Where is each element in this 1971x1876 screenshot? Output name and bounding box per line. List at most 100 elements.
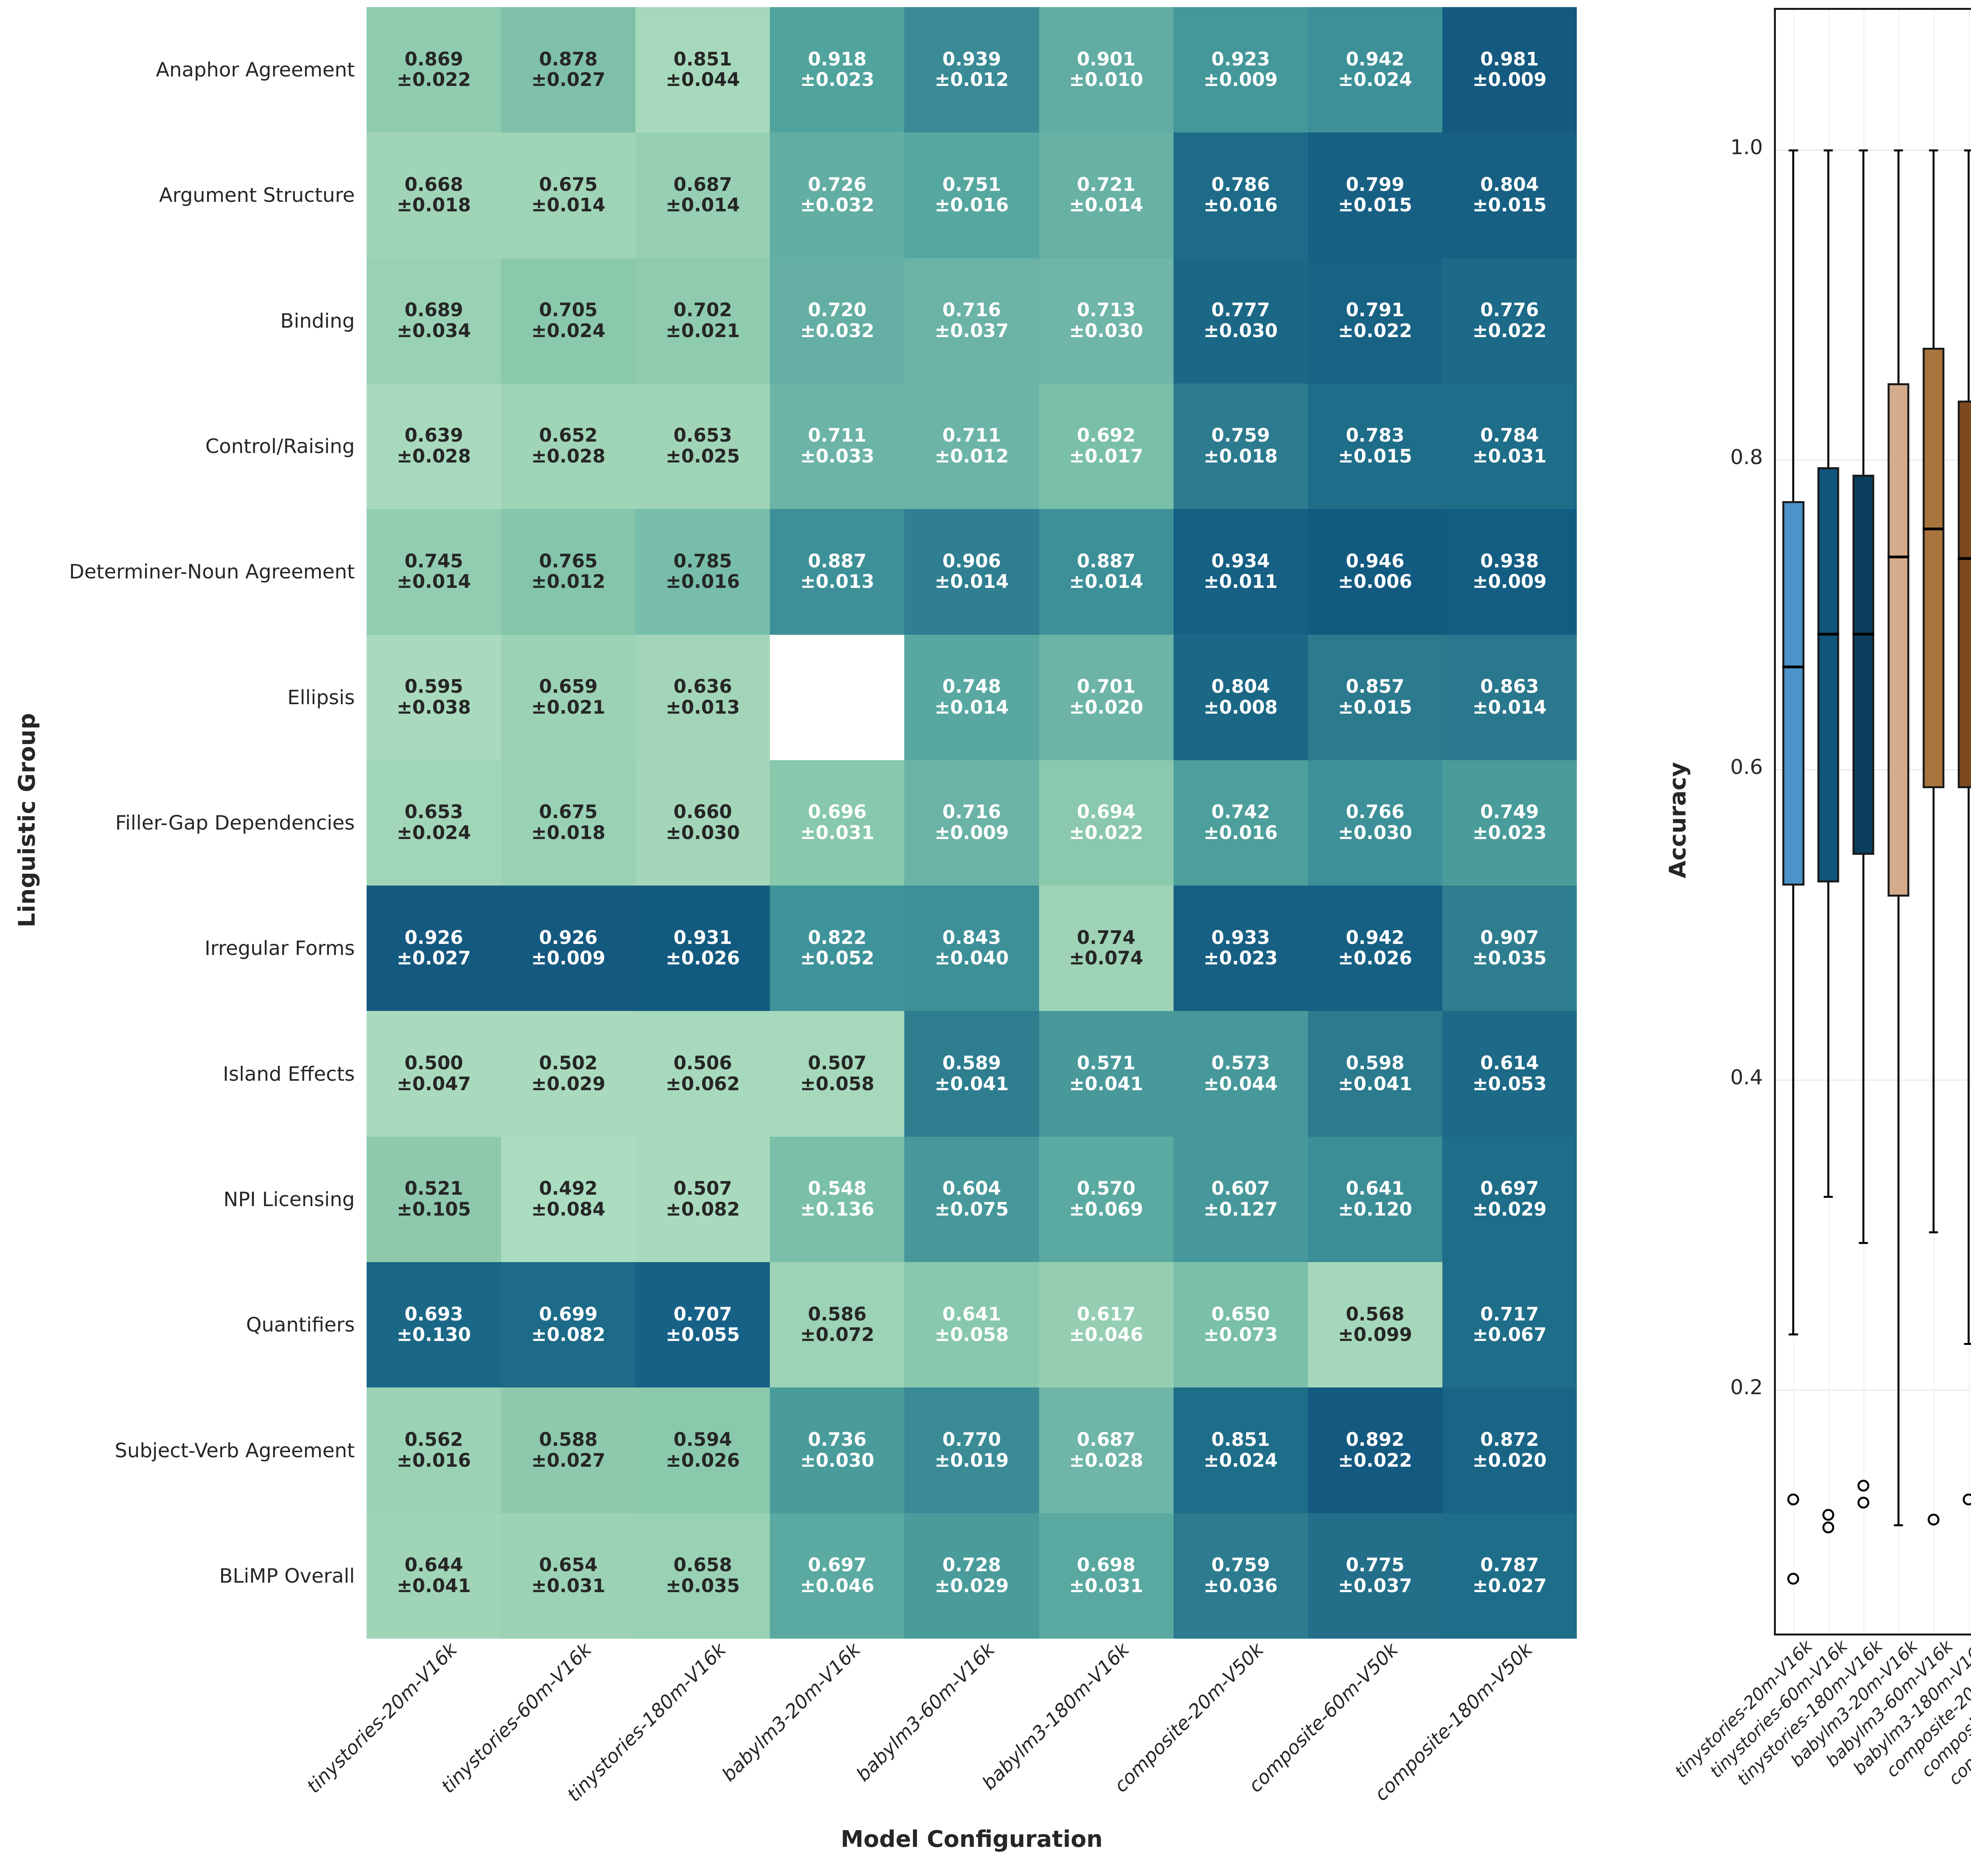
boxplot-box-item[interactable] bbox=[1811, 10, 1846, 1634]
heatmap-cell-value: 0.759 bbox=[1211, 425, 1270, 447]
heatmap-cell-error: ±0.029 bbox=[1472, 1198, 1547, 1220]
heatmap-cell-error: ±0.017 bbox=[1069, 446, 1144, 468]
heatmap-cell-error: ±0.041 bbox=[1069, 1073, 1144, 1095]
heatmap-cell: 0.766 ±0.030 bbox=[1308, 760, 1442, 886]
boxplot-box[interactable] bbox=[1852, 475, 1874, 855]
boxplot-box[interactable] bbox=[1923, 348, 1945, 788]
heatmap-cell: 0.931 ±0.026 bbox=[635, 886, 770, 1011]
heatmap-cell: 0.721 ±0.014 bbox=[1039, 132, 1174, 258]
heatmap-cell-error: ±0.067 bbox=[1472, 1324, 1547, 1346]
heatmap-cell-error: ±0.023 bbox=[1472, 822, 1547, 844]
heatmap-cell-error: ±0.026 bbox=[665, 947, 740, 970]
heatmap-row-label: Control/Raising bbox=[205, 435, 355, 458]
heatmap-cell-error: ±0.009 bbox=[934, 822, 1009, 844]
heatmap-cell-value: 0.694 bbox=[1077, 801, 1136, 823]
heatmap-cell-value: 0.500 bbox=[404, 1052, 463, 1074]
heatmap-cell: 0.502 ±0.029 bbox=[501, 1011, 636, 1137]
heatmap-cell-error: ±0.012 bbox=[531, 571, 605, 593]
boxplot-y-axis-label-text: Accuracy bbox=[1664, 762, 1691, 878]
heatmap-cell-value: 0.774 bbox=[1077, 927, 1136, 949]
heatmap-cell-error: ±0.030 bbox=[665, 822, 740, 844]
heatmap-cell-value: 0.942 bbox=[1345, 927, 1405, 949]
heatmap-cell-error: ±0.010 bbox=[1069, 69, 1144, 91]
heatmap-cell-error: ±0.023 bbox=[1203, 947, 1278, 970]
heatmap-cell: 0.851 ±0.024 bbox=[1173, 1387, 1308, 1513]
heatmap-cell-value: 0.892 bbox=[1345, 1428, 1405, 1451]
heatmap-cell-value: 0.568 bbox=[1345, 1303, 1405, 1325]
heatmap-row-label: Anaphor Agreement bbox=[156, 58, 355, 82]
heatmap-cell-value: 0.660 bbox=[673, 801, 732, 823]
heatmap-cell-value: 0.562 bbox=[404, 1428, 463, 1451]
heatmap-cell-error: ±0.032 bbox=[800, 320, 874, 342]
boxplot-whisker-lower bbox=[1792, 886, 1794, 1334]
heatmap-cell-error: ±0.047 bbox=[397, 1073, 471, 1095]
boxplot-box-item[interactable] bbox=[1916, 10, 1951, 1634]
boxplot-whisker-upper bbox=[1967, 149, 1970, 401]
heatmap-cell: 0.711 ±0.012 bbox=[904, 383, 1039, 509]
heatmap-cell: 0.791 ±0.022 bbox=[1308, 258, 1442, 384]
heatmap-cell-error: ±0.012 bbox=[934, 69, 1009, 91]
heatmap-cell-error: ±0.075 bbox=[934, 1198, 1009, 1220]
heatmap-cell: 0.641 ±0.058 bbox=[904, 1262, 1039, 1388]
heatmap-cell-value: 0.728 bbox=[942, 1554, 1001, 1576]
heatmap-cell-value: 0.942 bbox=[1345, 48, 1405, 70]
heatmap-cell-value: 0.851 bbox=[1211, 1428, 1270, 1451]
heatmap-row-label: Irregular Forms bbox=[204, 937, 355, 960]
boxplot-box-item[interactable] bbox=[1846, 10, 1881, 1634]
heatmap-cell: 0.548 ±0.136 bbox=[770, 1136, 905, 1262]
heatmap-cell: 0.573 ±0.044 bbox=[1173, 1011, 1308, 1137]
heatmap-cell-value: 0.658 bbox=[673, 1554, 732, 1576]
heatmap-cell: 0.693 ±0.130 bbox=[367, 1262, 501, 1388]
heatmap-cell-value: 0.711 bbox=[942, 425, 1001, 447]
boxplot-median-line bbox=[1958, 557, 1971, 560]
heatmap-cell-value: 0.799 bbox=[1345, 173, 1405, 196]
boxplot-box-item[interactable] bbox=[1881, 10, 1916, 1634]
heatmap-cell: 0.586 ±0.072 bbox=[770, 1262, 905, 1388]
heatmap-cell-value: 0.697 bbox=[808, 1554, 867, 1576]
boxplot-outlier-marker bbox=[1857, 1496, 1870, 1509]
heatmap-cell-value: 0.598 bbox=[1345, 1052, 1405, 1074]
heatmap-cell-error: ±0.046 bbox=[800, 1575, 874, 1597]
heatmap-cell: 0.697 ±0.046 bbox=[770, 1513, 905, 1639]
heatmap-cell-value: 0.939 bbox=[942, 48, 1001, 70]
heatmap-cell: 0.617 ±0.046 bbox=[1039, 1262, 1174, 1388]
heatmap-cell-value: 0.786 bbox=[1211, 173, 1270, 196]
heatmap-cell: 0.749 ±0.023 bbox=[1442, 760, 1577, 886]
boxplot-y-tick: 0.6 bbox=[1730, 755, 1763, 779]
heatmap-cell-error: ±0.016 bbox=[1203, 822, 1278, 844]
boxplot-box[interactable] bbox=[1782, 501, 1804, 886]
heatmap-cell: 0.728 ±0.029 bbox=[904, 1513, 1039, 1639]
boxplot-box[interactable] bbox=[1817, 467, 1839, 883]
boxplot-box-item[interactable] bbox=[1951, 10, 1971, 1634]
heatmap-cell: 0.942 ±0.024 bbox=[1308, 7, 1442, 133]
heatmap-cell-value: 0.653 bbox=[673, 425, 732, 447]
heatmap-cell-value: 0.887 bbox=[808, 550, 867, 572]
heatmap-cell-value: 0.607 bbox=[1211, 1178, 1270, 1200]
heatmap-cell-value: 0.783 bbox=[1345, 425, 1405, 447]
heatmap-cell-error: ±0.052 bbox=[800, 947, 874, 970]
heatmap-cell-value: 0.693 bbox=[404, 1303, 463, 1325]
boxplot-whisker-lower bbox=[1862, 854, 1865, 1242]
heatmap-y-axis-label-text: Linguistic Group bbox=[13, 712, 41, 928]
heatmap-cell-value: 0.926 bbox=[539, 927, 598, 949]
heatmap-cell-value: 0.887 bbox=[1077, 550, 1136, 572]
heatmap-cell-value: 0.687 bbox=[1077, 1428, 1136, 1451]
heatmap-cell: 0.570 ±0.069 bbox=[1039, 1136, 1174, 1262]
heatmap-cell-error: ±0.022 bbox=[1472, 320, 1547, 342]
boxplot-median-line bbox=[1852, 633, 1874, 636]
heatmap-cell-error: ±0.015 bbox=[1472, 194, 1547, 216]
heatmap-cell-value: 0.675 bbox=[539, 173, 598, 196]
heatmap-cell: 0.701 ±0.020 bbox=[1039, 634, 1174, 760]
heatmap-cell: 0.892 ±0.022 bbox=[1308, 1387, 1442, 1513]
heatmap-cell-value: 0.702 bbox=[673, 299, 732, 321]
heatmap-cell-value: 0.784 bbox=[1480, 425, 1539, 447]
heatmap-cell: 0.521 ±0.105 bbox=[367, 1136, 501, 1262]
boxplot-box[interactable] bbox=[1887, 383, 1910, 897]
boxplot-box[interactable] bbox=[1958, 400, 1971, 788]
boxplot-outlier-marker bbox=[1787, 1494, 1800, 1506]
heatmap-row-label: Filler-Gap Dependencies bbox=[115, 811, 355, 835]
boxplot-box-item[interactable] bbox=[1776, 10, 1811, 1634]
heatmap-cell: 0.594 ±0.026 bbox=[635, 1387, 770, 1513]
heatmap-cell: 0.783 ±0.015 bbox=[1308, 383, 1442, 509]
